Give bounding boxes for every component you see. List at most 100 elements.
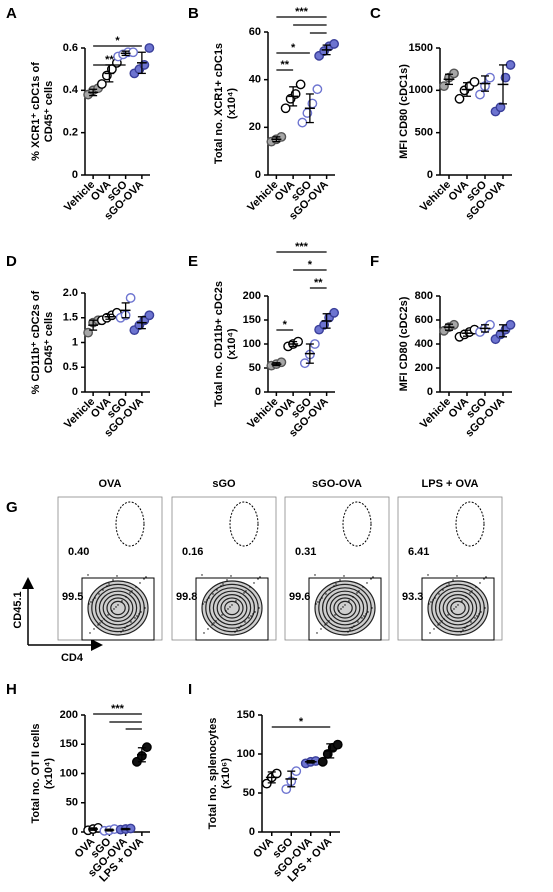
- event: [102, 589, 104, 591]
- y-axis-label: MFI CD80 (cDC2s): [398, 296, 410, 391]
- gate: [455, 501, 485, 547]
- event: [470, 621, 472, 623]
- event: [480, 611, 482, 613]
- event: [474, 617, 476, 619]
- event: [433, 628, 435, 630]
- event: [126, 625, 128, 627]
- y-axis-label: CD45⁺ cells: [43, 312, 55, 373]
- y-tick-label: 800: [415, 290, 433, 302]
- event: [112, 579, 114, 581]
- contour: [314, 580, 376, 636]
- event: [330, 618, 332, 620]
- data-point: [125, 293, 136, 303]
- event: [239, 596, 241, 598]
- contour: [224, 600, 240, 616]
- data-point: [312, 84, 323, 95]
- event: [240, 625, 242, 627]
- flow-y-label: CD45.1: [12, 591, 24, 628]
- gate-percent: 6.41: [408, 546, 429, 558]
- gate-percent: 99.8: [176, 591, 197, 603]
- data-point: [329, 39, 340, 49]
- flow-title: LPS + OVA: [422, 478, 479, 490]
- event: [231, 604, 233, 606]
- panel-letter: E: [188, 253, 198, 270]
- event: [103, 618, 105, 620]
- event: [453, 608, 455, 610]
- event: [361, 617, 363, 619]
- event: [93, 628, 95, 630]
- event: [121, 600, 123, 602]
- event: [451, 610, 453, 612]
- gate: [229, 501, 259, 547]
- contour: [212, 590, 252, 626]
- event: [353, 625, 355, 627]
- data-point: [96, 79, 107, 89]
- event: [248, 617, 250, 619]
- y-axis-label: Total no. CD11b+ cDC2s: [213, 281, 225, 407]
- event: [471, 590, 473, 592]
- gate-percent: 0.31: [295, 546, 316, 558]
- y-axis-label: Total no. OT II cells: [30, 723, 42, 823]
- event: [439, 622, 441, 624]
- event: [461, 600, 463, 602]
- event: [113, 608, 115, 610]
- event: [438, 593, 440, 595]
- event: [344, 604, 346, 606]
- y-tick-label: 0: [72, 826, 78, 838]
- event: [236, 629, 238, 631]
- data-point: [475, 89, 485, 100]
- contour: [322, 587, 369, 629]
- event: [213, 622, 215, 624]
- data-point: [297, 117, 308, 128]
- event: [340, 608, 342, 610]
- event: [201, 574, 203, 576]
- event: [211, 624, 213, 626]
- y-tick-label: 2.0: [63, 287, 78, 299]
- event: [326, 622, 328, 624]
- event: [370, 578, 372, 580]
- contour: [431, 583, 485, 633]
- event: [464, 627, 466, 629]
- y-tick-label: 0: [255, 169, 261, 181]
- event: [347, 631, 349, 633]
- flow-title: sGO-OVA: [312, 478, 362, 490]
- event: [97, 624, 99, 626]
- event: [443, 618, 445, 620]
- event: [221, 614, 223, 616]
- contour: [91, 583, 145, 633]
- contour: [329, 593, 361, 622]
- y-tick-label: 100: [60, 767, 78, 779]
- event: [469, 592, 471, 594]
- event: [212, 593, 214, 595]
- event: [320, 628, 322, 630]
- panel-letter: I: [188, 681, 192, 698]
- y-tick-label: 50: [243, 787, 255, 799]
- event: [478, 613, 480, 615]
- contour: [216, 593, 248, 622]
- significance-label: **: [314, 277, 323, 289]
- event: [129, 592, 131, 594]
- event: [365, 613, 367, 615]
- event: [452, 579, 454, 581]
- event: [143, 578, 145, 580]
- contour: [427, 580, 489, 636]
- event: [317, 601, 319, 603]
- event: [314, 574, 316, 576]
- event: [238, 627, 240, 629]
- data-point: [280, 103, 291, 114]
- event: [441, 620, 443, 622]
- significance-label: **: [105, 54, 114, 66]
- y-tick-label: 50: [66, 797, 78, 809]
- event: [245, 590, 247, 592]
- event: [328, 620, 330, 622]
- y-axis-label: MFI CD80 (cDC1s): [398, 64, 410, 159]
- gate-percent: 0.40: [68, 546, 89, 558]
- event: [226, 579, 228, 581]
- density-plot: [87, 574, 149, 636]
- event: [207, 628, 209, 630]
- y-axis-label: Total no. splenocytes: [207, 718, 219, 830]
- panel-letter: C: [370, 5, 381, 22]
- event: [208, 597, 210, 599]
- contour: [438, 590, 478, 626]
- y-tick-label: 1000: [409, 84, 433, 96]
